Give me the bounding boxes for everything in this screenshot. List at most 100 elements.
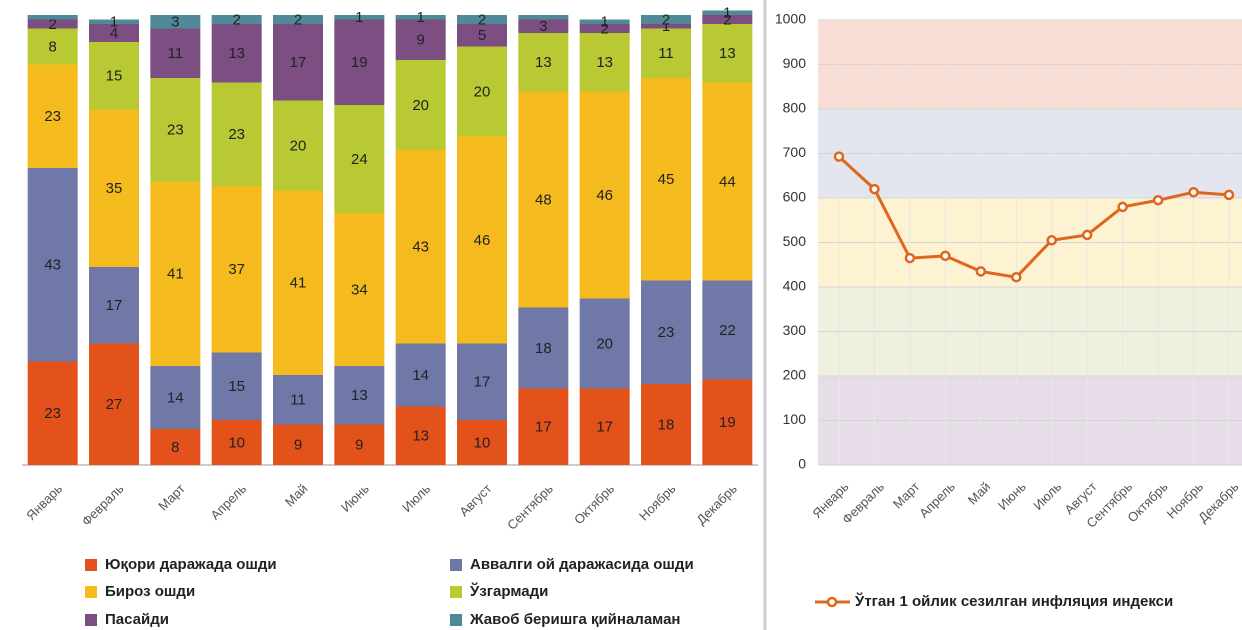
- data-label: 8: [171, 439, 179, 456]
- bar-segment: [334, 19, 385, 105]
- data-label: 4: [110, 25, 118, 42]
- point: [869, 183, 880, 195]
- bar-segment: [702, 280, 753, 380]
- data-label: 10: [474, 434, 491, 451]
- y-tick-label: 100: [783, 411, 807, 427]
- bar-segment: [579, 19, 630, 24]
- bar-segment: [702, 24, 753, 83]
- bar-segment: [150, 366, 201, 429]
- point: [1081, 229, 1093, 241]
- bar-segment: [211, 186, 262, 353]
- x-tick-label: Июнь: [995, 479, 1029, 513]
- data-label: 11: [290, 392, 306, 409]
- bar-segment: [211, 352, 262, 420]
- data-label: 13: [535, 54, 552, 71]
- data-label: 46: [474, 232, 491, 249]
- bar-segment: [579, 388, 630, 465]
- bar-segment: [395, 406, 446, 465]
- bar-segment: [273, 100, 323, 191]
- data-label: 13: [412, 428, 429, 445]
- bar-segment: [457, 343, 507, 420]
- data-label: 17: [474, 374, 491, 391]
- data-label: 20: [596, 335, 613, 352]
- legend-label: Юқори даражада ошди: [105, 556, 277, 573]
- data-label: 13: [351, 387, 368, 404]
- bar-segment: [334, 424, 385, 465]
- bar-segment: [273, 15, 323, 24]
- point: [1188, 186, 1199, 198]
- bar-segment: [150, 429, 201, 465]
- data-label: 1: [110, 14, 118, 31]
- data-label: 45: [658, 171, 675, 188]
- data-label: 13: [596, 54, 613, 71]
- data-label: 8: [48, 38, 56, 55]
- data-label: 11: [658, 45, 674, 62]
- data-label: 1: [416, 9, 424, 26]
- point: [1117, 201, 1128, 213]
- data-label: 2: [232, 11, 240, 28]
- data-label: 17: [596, 419, 613, 436]
- data-label: 10: [228, 434, 245, 451]
- bar-segment: [518, 15, 569, 20]
- bar-segment: [457, 46, 507, 137]
- bar-segment: [89, 267, 139, 344]
- legend-swatch: [85, 614, 97, 626]
- data-label: 5: [478, 27, 486, 44]
- data-label: 23: [228, 126, 245, 143]
- point: [1046, 235, 1057, 246]
- data-label: 17: [535, 419, 552, 436]
- data-label: 9: [294, 437, 302, 454]
- y-tick-label: 900: [783, 55, 807, 71]
- legend-label: Ўзгармади: [469, 582, 548, 600]
- bar-segment: [457, 24, 507, 47]
- data-label: 2: [48, 16, 56, 33]
- bar-segment: [211, 82, 262, 186]
- bar-segment: [27, 28, 78, 65]
- bar-segment: [27, 361, 78, 465]
- legend-swatch: [450, 586, 462, 598]
- data-label: 41: [167, 266, 184, 283]
- data-label: 24: [351, 151, 368, 168]
- x-tick-label: Сентябрь: [504, 481, 556, 533]
- legend-swatch: [450, 614, 462, 626]
- data-label: 2: [600, 20, 608, 37]
- data-label: 15: [106, 68, 123, 85]
- bar-segment: [518, 91, 569, 308]
- point: [904, 252, 916, 264]
- data-label: 20: [290, 137, 307, 154]
- bar-segment: [27, 15, 78, 20]
- y-tick-label: 600: [783, 189, 807, 205]
- bar-segment: [702, 10, 753, 15]
- bar-segment: [641, 384, 691, 465]
- x-tick-label: Январь: [23, 481, 65, 523]
- bar-segment: [150, 78, 201, 182]
- x-tick-label: Октябрь: [571, 481, 617, 527]
- data-label: 23: [44, 108, 61, 125]
- bar-segment: [211, 24, 262, 83]
- data-label: 23: [44, 405, 61, 422]
- bar-segment: [89, 42, 139, 110]
- bar-segment: [89, 24, 139, 42]
- data-label: 17: [106, 297, 123, 314]
- bar-segment: [27, 168, 78, 362]
- data-label: 2: [662, 11, 670, 28]
- bar-segment: [273, 375, 323, 425]
- bar-segment: [641, 24, 691, 29]
- x-tick-label: Ноябрь: [636, 481, 679, 524]
- data-label: 48: [535, 191, 552, 208]
- bar-segment: [641, 28, 691, 78]
- legend-label: Аввалги ой даражасида ошди: [470, 556, 694, 573]
- data-label: 18: [658, 416, 675, 433]
- bar-segment: [150, 181, 201, 366]
- y-tick-label: 300: [783, 322, 807, 338]
- data-label: 23: [167, 122, 184, 139]
- x-tick-label: Февраль: [79, 481, 127, 529]
- data-label: 19: [719, 414, 736, 431]
- data-label: 13: [228, 45, 245, 62]
- data-label: 22: [719, 322, 736, 339]
- legend-label: Бироз ошди: [105, 583, 195, 600]
- data-label: 41: [290, 275, 307, 292]
- bar-segment: [273, 24, 323, 101]
- bar-segment: [273, 190, 323, 375]
